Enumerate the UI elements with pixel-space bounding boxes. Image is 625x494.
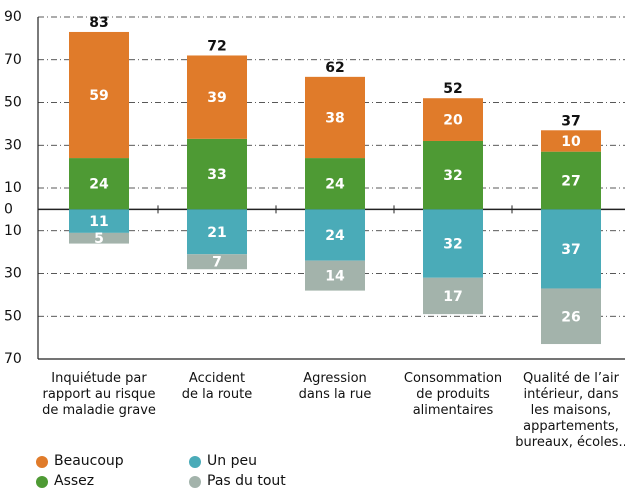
total-label: 72	[207, 38, 226, 54]
y-tick-label: 0	[4, 201, 13, 217]
bar-segment	[69, 158, 129, 210]
bar-segment	[423, 98, 483, 141]
y-tick-label: 50	[4, 308, 22, 324]
legend-marker	[36, 456, 48, 468]
data-label: 26	[561, 309, 580, 325]
bar-segment	[541, 130, 601, 152]
legend-marker	[189, 476, 201, 488]
bar-segment	[305, 76, 365, 159]
total-label: 83	[89, 15, 108, 31]
y-tick-label: 10	[4, 223, 22, 239]
data-label: 38	[325, 110, 344, 126]
y-tick-label: 90	[4, 9, 22, 25]
bar-segment	[69, 232, 129, 244]
x-tick-label: Inquiétude par rapport au risque de mala…	[42, 371, 156, 418]
bar-segment	[69, 209, 129, 233]
data-label: 17	[443, 289, 462, 305]
data-label: 11	[89, 214, 108, 230]
data-label: 33	[207, 167, 226, 183]
y-tick-label: 70	[4, 351, 22, 367]
bar-segment	[423, 209, 483, 278]
data-label: 24	[89, 177, 109, 193]
legend-label: Beaucoup	[54, 453, 124, 469]
data-label: 24	[325, 228, 345, 244]
x-tick-label: Agression dans la rue	[298, 371, 372, 402]
data-label: 5	[94, 231, 104, 247]
legend-label: Assez	[54, 473, 95, 489]
x-tick-label: Accident de la route	[181, 371, 253, 402]
legend-marker	[36, 476, 48, 488]
data-label: 27	[561, 174, 580, 190]
y-tick-label: 50	[4, 95, 22, 111]
bar-segment	[305, 158, 365, 210]
bar-segment	[187, 254, 247, 270]
total-label: 37	[561, 113, 580, 129]
bar-segment	[541, 151, 601, 210]
data-label: 32	[443, 237, 462, 253]
y-tick-label: 30	[4, 137, 22, 153]
legend-marker	[189, 456, 201, 468]
bar-segment	[423, 140, 483, 210]
y-tick-label: 30	[4, 266, 22, 282]
legend-label: Un peu	[207, 453, 257, 469]
total-label: 52	[443, 81, 462, 97]
bar-segment	[187, 209, 247, 255]
legend-label: Pas du tout	[207, 473, 286, 489]
total-label: 62	[325, 60, 344, 76]
data-label: 10	[561, 134, 581, 150]
bar-segment	[305, 209, 365, 261]
data-label: 39	[207, 90, 226, 106]
bar-segment	[541, 209, 601, 289]
data-label: 59	[89, 88, 108, 104]
bar-segment	[541, 288, 601, 345]
bar-segment	[423, 277, 483, 315]
bar-segment	[305, 260, 365, 291]
data-label: 14	[325, 269, 345, 285]
data-label: 32	[443, 168, 462, 184]
x-tick-label: Consommation de produits alimentaires	[403, 371, 503, 418]
bar-segment	[69, 31, 129, 159]
data-label: 7	[212, 255, 222, 271]
data-label: 37	[561, 242, 580, 258]
data-label: 20	[443, 113, 463, 129]
x-tick-label: Qualité de l’air intérieur, dans les mai…	[515, 371, 625, 450]
bar-segment	[187, 138, 247, 210]
data-label: 21	[207, 225, 226, 241]
y-tick-label: 10	[4, 180, 22, 196]
y-tick-label: 70	[4, 52, 22, 68]
data-label: 24	[325, 177, 345, 193]
bar-segment	[187, 55, 247, 139]
